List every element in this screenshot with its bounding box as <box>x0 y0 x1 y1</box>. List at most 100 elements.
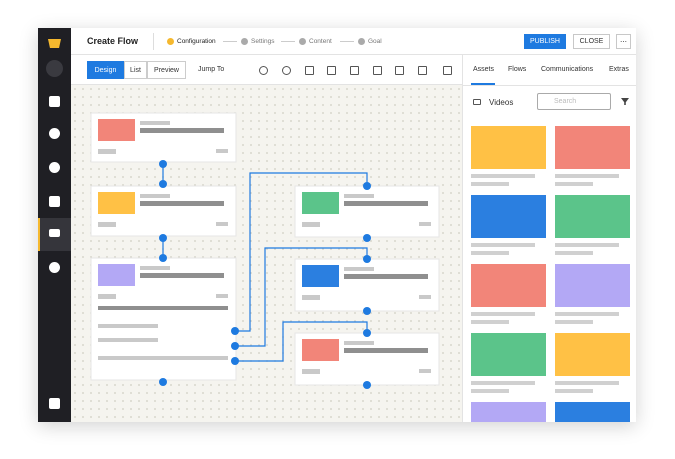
connector-handle[interactable] <box>159 234 167 242</box>
asset-thumbnail[interactable] <box>555 402 630 422</box>
node-thumbnail <box>302 339 339 361</box>
asset-thumbnail[interactable] <box>471 402 546 422</box>
connector-handle[interactable] <box>363 329 371 337</box>
connector-handle[interactable] <box>363 234 371 242</box>
asset-line <box>555 320 593 324</box>
asset-thumbnail[interactable] <box>471 264 546 307</box>
node-line <box>419 295 431 299</box>
jump-to[interactable]: Jump To <box>198 66 225 73</box>
connector-handle[interactable] <box>363 182 371 190</box>
connector-handle[interactable] <box>363 381 371 389</box>
panel-tab[interactable]: Extras <box>609 66 629 73</box>
asset-line <box>471 381 535 385</box>
more-button[interactable]: ⋯ <box>616 34 631 49</box>
step-label[interactable]: Goal <box>368 38 382 45</box>
step-line <box>223 41 237 42</box>
search-placeholder: Search <box>554 98 577 105</box>
asset-thumbnail[interactable] <box>471 195 546 238</box>
node-line <box>98 324 158 328</box>
node-line <box>302 222 320 227</box>
step-label[interactable]: Content <box>309 38 332 45</box>
connector-handle[interactable] <box>363 255 371 263</box>
asset-line <box>555 381 619 385</box>
app-window: Create Flow PUBLISH CLOSE ⋯ Configuratio… <box>38 28 636 422</box>
nav-help[interactable] <box>49 262 60 273</box>
tool-icon[interactable] <box>259 66 268 75</box>
connector-handle[interactable] <box>231 327 239 335</box>
node-thumbnail <box>302 192 339 214</box>
nav-active[interactable] <box>38 218 71 251</box>
asset-line <box>555 389 593 393</box>
view-label: Preview <box>154 66 179 74</box>
asset-thumbnail[interactable] <box>555 333 630 376</box>
node-line <box>98 222 116 227</box>
asset-thumbnail[interactable] <box>471 333 546 376</box>
collapse-button[interactable] <box>46 60 63 77</box>
node-line <box>302 295 320 300</box>
nav-reports[interactable] <box>49 162 60 173</box>
view-tab[interactable]: Preview <box>147 61 186 79</box>
connector-handle[interactable] <box>159 378 167 386</box>
tool-icon[interactable] <box>327 66 336 75</box>
asset-line <box>471 251 509 255</box>
tool-icon[interactable] <box>282 66 291 75</box>
node-line <box>140 121 170 125</box>
close-button[interactable]: CLOSE <box>573 34 610 49</box>
asset-thumbnail[interactable] <box>471 126 546 169</box>
asset-thumbnail[interactable] <box>555 264 630 307</box>
view-tab[interactable]: List <box>124 61 147 79</box>
toolbar: Jump To Design List Preview <box>71 55 462 85</box>
panel-tab[interactable]: Flows <box>508 66 527 73</box>
step-line <box>340 41 354 42</box>
nav-logout[interactable] <box>49 398 60 409</box>
view-tab[interactable]: Design <box>87 61 124 79</box>
step-dot <box>299 38 306 45</box>
node-thumbnail <box>302 265 339 287</box>
nav-cart[interactable] <box>49 196 60 207</box>
panel-tab[interactable]: Assets <box>473 66 495 73</box>
filter-select[interactable]: Videos <box>489 98 514 107</box>
publish-button[interactable]: PUBLISH <box>524 34 566 49</box>
close-label: CLOSE <box>579 38 604 45</box>
filter-button[interactable] <box>621 98 629 105</box>
step-label[interactable]: Settings <box>251 38 275 45</box>
nav-users[interactable] <box>49 128 60 139</box>
node-line <box>140 194 170 198</box>
node-line <box>419 222 431 226</box>
connector-handle[interactable] <box>363 307 371 315</box>
node-thumbnail <box>98 192 135 214</box>
connector-handle[interactable] <box>159 180 167 188</box>
connector-handle[interactable] <box>231 357 239 365</box>
asset-line <box>471 320 509 324</box>
node-line <box>216 222 228 226</box>
node-line <box>344 194 374 198</box>
publish-label: PUBLISH <box>530 38 560 45</box>
asset-thumbnail[interactable] <box>555 195 630 238</box>
tool-icon[interactable] <box>350 66 359 75</box>
search-box[interactable]: Search <box>537 93 611 110</box>
view-label: List <box>130 66 141 74</box>
tool-icon[interactable] <box>305 66 314 75</box>
tab-underline <box>471 83 495 85</box>
connector-handle[interactable] <box>159 254 167 262</box>
node-line <box>140 273 224 278</box>
connector-handle[interactable] <box>159 160 167 168</box>
nav-buildings[interactable] <box>49 96 60 107</box>
flow-diagram <box>90 112 440 389</box>
step-dot <box>241 38 248 45</box>
video-icon <box>473 99 481 105</box>
asset-thumbnail[interactable] <box>555 126 630 169</box>
tool-icon[interactable] <box>373 66 382 75</box>
tool-icon[interactable] <box>443 66 452 75</box>
asset-line <box>471 182 509 186</box>
node-line <box>302 369 320 374</box>
tool-icon[interactable] <box>418 66 427 75</box>
tool-icon[interactable] <box>395 66 404 75</box>
node-line <box>344 348 428 353</box>
node-line <box>98 294 116 299</box>
step-dot <box>358 38 365 45</box>
connector-handle[interactable] <box>231 342 239 350</box>
panel-tab[interactable]: Communications <box>541 66 594 73</box>
step-label[interactable]: Configuration <box>177 38 216 45</box>
